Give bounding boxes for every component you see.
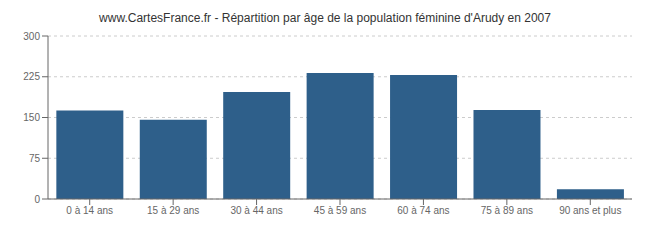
svg-text:75: 75 [29, 153, 41, 164]
svg-text:90 ans et plus: 90 ans et plus [559, 205, 621, 216]
svg-text:0 à 14 ans: 0 à 14 ans [66, 205, 113, 216]
svg-text:150: 150 [23, 112, 40, 123]
svg-text:0: 0 [34, 194, 40, 205]
svg-text:225: 225 [23, 71, 40, 82]
svg-text:60 à 74 ans: 60 à 74 ans [397, 205, 449, 216]
svg-text:45 à 59 ans: 45 à 59 ans [314, 205, 366, 216]
html-text:www.CartesFrance.fr - Répartit: www.CartesFrance.fr - Répartition par âg… [99, 11, 551, 25]
svg-text:300: 300 [23, 31, 40, 42]
svg-text:15 à 29 ans: 15 à 29 ans [147, 205, 199, 216]
svg-text:30 à 44 ans: 30 à 44 ans [230, 205, 282, 216]
svg-text:75 à 89 ans: 75 à 89 ans [481, 205, 533, 216]
